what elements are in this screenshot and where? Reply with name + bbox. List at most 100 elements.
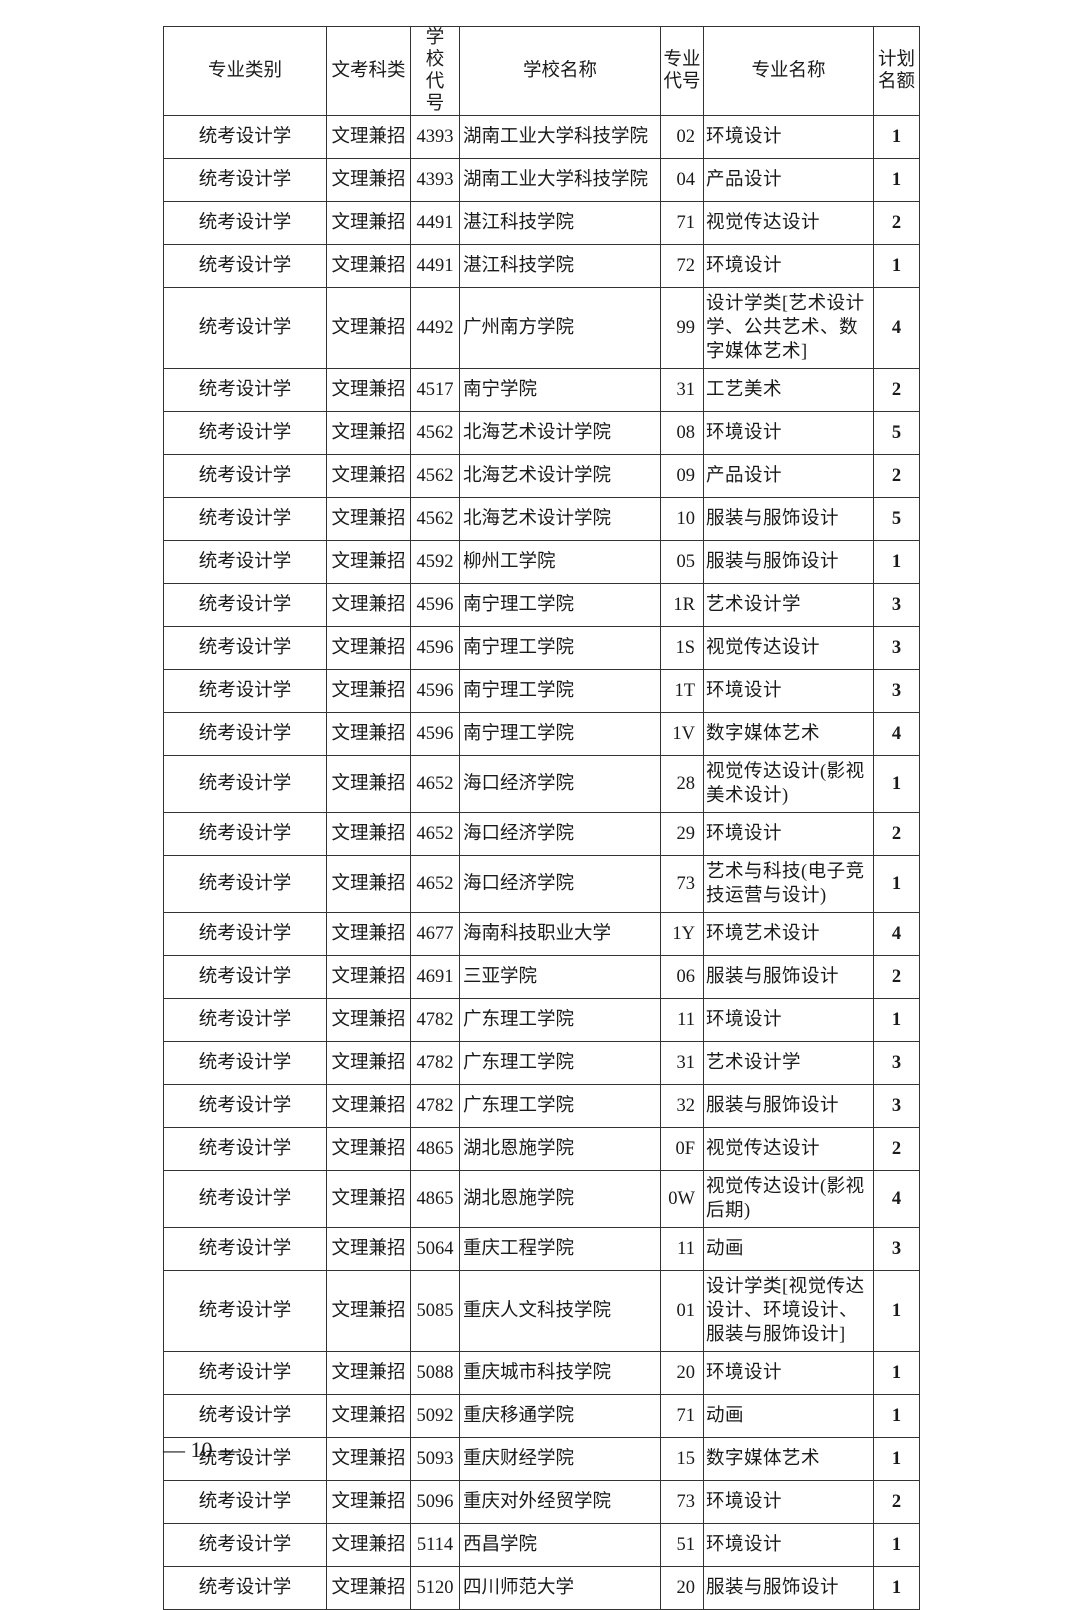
category-cell: 统考设计学 (163, 1041, 327, 1085)
school-code-cell: 4562 (410, 497, 460, 541)
school-code-cell: 4492 (410, 287, 460, 369)
subject-cell: 文理兼招 (326, 712, 411, 756)
table-row: 统考设计学 文理兼招 4562 北海艺术设计学院 10 服装与服饰设计 5 (163, 497, 920, 541)
subject-cell: 文理兼招 (326, 454, 411, 498)
school-name-cell: 北海艺术设计学院 (459, 454, 661, 498)
school-name-cell: 湛江科技学院 (459, 244, 661, 288)
category-cell: 统考设计学 (163, 1227, 327, 1271)
subject-cell: 文理兼招 (326, 411, 411, 455)
major-name-cell: 服装与服饰设计 (703, 1084, 874, 1128)
school-name-cell: 湛江科技学院 (459, 201, 661, 245)
school-name-cell: 湖南工业大学科技学院 (459, 158, 661, 202)
subject-cell: 文理兼招 (326, 497, 411, 541)
school-name-cell: 西昌学院 (459, 1523, 661, 1567)
school-code-cell: 4562 (410, 454, 460, 498)
subject-cell: 文理兼招 (326, 201, 411, 245)
category-cell: 统考设计学 (163, 1084, 327, 1128)
category-cell: 统考设计学 (163, 755, 327, 813)
category-cell: 统考设计学 (163, 1480, 327, 1524)
major-name-cell: 环境设计 (703, 1523, 874, 1567)
major-code-cell: 28 (660, 755, 704, 813)
subject-cell: 文理兼招 (326, 755, 411, 813)
major-name-cell: 设计学类[视觉传达设计、环境设计、服装与服饰设计] (703, 1270, 874, 1352)
major-code-cell: 20 (660, 1351, 704, 1395)
major-name-cell: 数字媒体艺术 (703, 712, 874, 756)
page-number: — 10 — (163, 1437, 240, 1462)
major-code-cell: 11 (660, 998, 704, 1042)
table-row: 统考设计学 文理兼招 5064 重庆工程学院 11 动画 3 (163, 1227, 920, 1271)
school-name-cell: 北海艺术设计学院 (459, 497, 661, 541)
major-code-cell: 31 (660, 368, 704, 412)
school-code-cell: 5093 (410, 1437, 460, 1481)
subject-cell: 文理兼招 (326, 669, 411, 713)
subject-cell: 文理兼招 (326, 1127, 411, 1171)
major-name-cell: 环境设计 (703, 998, 874, 1042)
category-cell: 统考设计学 (163, 244, 327, 288)
category-cell: 统考设计学 (163, 115, 327, 159)
header-quota: 计划名额 (873, 26, 920, 116)
school-name-cell: 湖北恩施学院 (459, 1127, 661, 1171)
major-code-cell: 04 (660, 158, 704, 202)
major-code-cell: 15 (660, 1437, 704, 1481)
table-row: 统考设计学 文理兼招 4562 北海艺术设计学院 08 环境设计 5 (163, 411, 920, 455)
subject-cell: 文理兼招 (326, 1351, 411, 1395)
subject-cell: 文理兼招 (326, 955, 411, 999)
subject-cell: 文理兼招 (326, 1270, 411, 1352)
major-name-cell: 艺术与科技(电子竞技运营与设计) (703, 855, 874, 913)
school-name-cell: 重庆人文科技学院 (459, 1270, 661, 1352)
major-code-cell: 11 (660, 1227, 704, 1271)
category-cell: 统考设计学 (163, 812, 327, 856)
major-code-cell: 06 (660, 955, 704, 999)
subject-cell: 文理兼招 (326, 1041, 411, 1085)
school-name-cell: 重庆移通学院 (459, 1394, 661, 1438)
major-name-cell: 设计学类[艺术设计学、公共艺术、数字媒体艺术] (703, 287, 874, 369)
school-code-cell: 5114 (410, 1523, 460, 1567)
school-code-cell: 4782 (410, 1041, 460, 1085)
school-code-cell: 5085 (410, 1270, 460, 1352)
category-cell: 统考设计学 (163, 1437, 327, 1481)
category-cell: 统考设计学 (163, 1394, 327, 1438)
table-row: 统考设计学 文理兼招 4491 湛江科技学院 71 视觉传达设计 2 (163, 201, 920, 245)
school-name-cell: 重庆对外经贸学院 (459, 1480, 661, 1524)
major-code-cell: 10 (660, 497, 704, 541)
subject-cell: 文理兼招 (326, 583, 411, 627)
category-cell: 统考设计学 (163, 669, 327, 713)
header-row: 专业类别 文考科类 学校代号 学校名称 专业代号 专业名称 计划名额 (163, 26, 920, 116)
major-code-cell: 29 (660, 812, 704, 856)
table-row: 统考设计学 文理兼招 4491 湛江科技学院 72 环境设计 1 (163, 244, 920, 288)
school-code-cell: 4865 (410, 1127, 460, 1171)
school-code-cell: 4562 (410, 411, 460, 455)
major-code-cell: 71 (660, 1394, 704, 1438)
school-name-cell: 海口经济学院 (459, 812, 661, 856)
quota-cell: 4 (873, 912, 920, 956)
school-name-cell: 四川师范大学 (459, 1566, 661, 1610)
school-name-cell: 三亚学院 (459, 955, 661, 999)
subject-cell: 文理兼招 (326, 1437, 411, 1481)
table-row: 统考设计学 文理兼招 5085 重庆人文科技学院 01 设计学类[视觉传达设计、环境设计、… (163, 1270, 920, 1352)
header-major-code: 专业代号 (660, 26, 704, 116)
school-name-cell: 南宁理工学院 (459, 712, 661, 756)
major-name-cell: 视觉传达设计 (703, 1127, 874, 1171)
major-name-cell: 环境设计 (703, 244, 874, 288)
school-code-cell: 4596 (410, 712, 460, 756)
category-cell: 统考设计学 (163, 626, 327, 670)
school-name-cell: 重庆城市科技学院 (459, 1351, 661, 1395)
subject-cell: 文理兼招 (326, 998, 411, 1042)
subject-cell: 文理兼招 (326, 1566, 411, 1610)
subject-cell: 文理兼招 (326, 1523, 411, 1567)
header-school-name: 学校名称 (459, 26, 661, 116)
major-code-cell: 51 (660, 1523, 704, 1567)
category-cell: 统考设计学 (163, 158, 327, 202)
table-row: 统考设计学 文理兼招 4562 北海艺术设计学院 09 产品设计 2 (163, 454, 920, 498)
school-name-cell: 湖北恩施学院 (459, 1170, 661, 1228)
quota-cell: 2 (873, 368, 920, 412)
quota-cell: 2 (873, 454, 920, 498)
subject-cell: 文理兼招 (326, 855, 411, 913)
quota-cell: 3 (873, 1084, 920, 1128)
category-cell: 统考设计学 (163, 540, 327, 584)
major-name-cell: 服装与服饰设计 (703, 1566, 874, 1610)
major-code-cell: 31 (660, 1041, 704, 1085)
quota-cell: 2 (873, 1480, 920, 1524)
subject-cell: 文理兼招 (326, 626, 411, 670)
school-name-cell: 海南科技职业大学 (459, 912, 661, 956)
